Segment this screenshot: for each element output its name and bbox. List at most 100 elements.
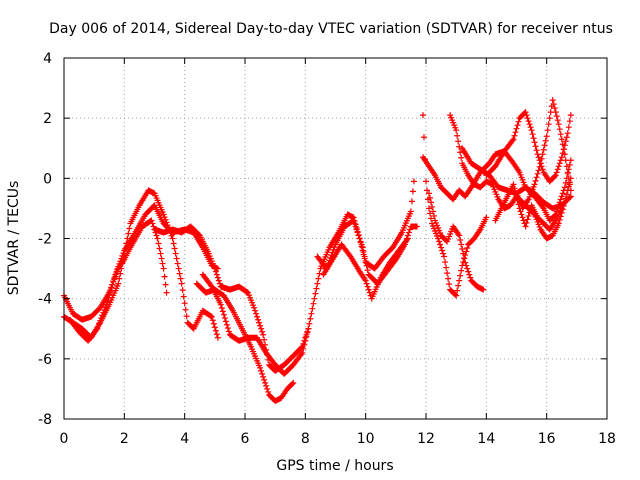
data-point-marker — [258, 367, 265, 374]
data-point-marker — [181, 300, 188, 307]
data-point-marker — [532, 177, 539, 184]
grid-lines — [64, 58, 607, 419]
data-point-marker — [456, 143, 463, 150]
data-point-marker — [104, 298, 111, 305]
data-point-marker — [516, 205, 523, 212]
data-point-marker — [558, 193, 565, 200]
data-point-marker — [456, 232, 463, 239]
data-point-marker — [565, 124, 572, 131]
data-point-marker — [437, 241, 444, 248]
data-point-marker — [561, 184, 568, 191]
data-point-marker — [555, 121, 562, 128]
data-point-marker — [543, 133, 550, 140]
data-point-marker — [553, 169, 560, 176]
data-point-marker — [556, 160, 563, 167]
data-point-marker — [108, 284, 115, 291]
data-point-marker — [444, 270, 451, 277]
data-point-marker — [98, 315, 105, 322]
data-point-marker — [518, 211, 525, 218]
data-point-marker — [436, 238, 443, 245]
data-point-marker — [458, 241, 465, 248]
data-point-marker — [112, 271, 119, 278]
data-point-marker — [155, 240, 162, 247]
x-tick-label: 16 — [538, 431, 556, 447]
data-point-marker — [522, 109, 529, 116]
data-point-marker — [125, 230, 132, 237]
data-point-marker — [305, 325, 312, 332]
data-point-marker — [520, 217, 527, 224]
data-point-marker — [263, 382, 270, 389]
data-point-marker — [555, 220, 562, 227]
data-point-marker — [550, 101, 557, 108]
data-point-marker — [361, 253, 368, 260]
data-point-marker — [428, 215, 435, 222]
data-point-marker — [564, 169, 571, 176]
data-point-marker — [438, 244, 445, 251]
data-point-marker — [174, 260, 181, 267]
data-point-marker — [519, 214, 526, 221]
data-point-marker — [173, 255, 180, 262]
data-point-marker — [310, 300, 317, 307]
data-point-marker — [441, 253, 448, 260]
data-point-marker — [565, 166, 572, 173]
data-point-marker — [257, 364, 264, 371]
data-point-marker — [566, 118, 573, 125]
data-point-marker — [180, 293, 187, 300]
data-point-marker — [525, 212, 532, 219]
x-tick-label: 18 — [598, 431, 616, 447]
data-point-marker — [567, 157, 574, 164]
data-point-marker — [423, 178, 429, 185]
data-point-marker — [563, 163, 570, 170]
data-point-marker — [364, 283, 371, 290]
data-point-marker — [251, 304, 258, 311]
data-point-marker — [556, 126, 563, 133]
data-point-marker — [523, 219, 530, 226]
data-point-marker — [445, 275, 452, 282]
data-point-marker — [313, 285, 320, 292]
data-point-marker — [552, 109, 559, 116]
data-point-marker — [442, 259, 449, 266]
data-point-marker — [96, 320, 103, 327]
y-tick-label: -8 — [38, 412, 52, 428]
data-point-marker — [407, 208, 414, 215]
series-track-p — [459, 145, 574, 212]
data-point-marker — [524, 115, 531, 122]
y-tick-label: 0 — [43, 171, 52, 187]
data-point-marker — [525, 118, 532, 125]
data-point-marker — [93, 327, 100, 334]
data-point-marker — [463, 248, 470, 255]
data-point-marker — [559, 190, 566, 197]
axis-ticks: 0 2 4 6 8 10 12 14 16 18 4 2 0 -2 -4 -6 -8 — [38, 51, 616, 447]
y-axis-label: SDTVAR / TECUs — [6, 181, 22, 296]
data-point-marker — [526, 121, 533, 128]
data-point-marker — [298, 351, 305, 358]
data-point-marker — [351, 220, 358, 227]
data-point-marker — [95, 323, 102, 330]
data-point-marker — [350, 217, 357, 224]
data-point-marker — [214, 274, 221, 281]
data-point-marker — [170, 240, 177, 247]
data-point-marker — [262, 379, 269, 386]
data-point-marker — [457, 149, 464, 156]
data-point-marker — [567, 193, 574, 200]
data-point-marker — [160, 211, 167, 218]
data-point-marker — [539, 204, 546, 211]
data-point-marker — [148, 217, 155, 224]
data-point-marker — [101, 307, 108, 314]
data-point-marker — [307, 315, 314, 322]
data-point-marker — [365, 286, 372, 293]
data-point-marker — [162, 281, 169, 288]
data-point-marker — [289, 380, 296, 387]
data-point-marker — [514, 197, 521, 204]
data-point-marker — [552, 172, 559, 179]
data-point-marker — [207, 282, 214, 289]
data-point-marker — [252, 307, 259, 314]
data-point-marker — [115, 263, 122, 270]
data-point-marker — [563, 134, 570, 141]
data-point-marker — [359, 244, 366, 251]
data-point-marker — [363, 262, 370, 269]
data-point-marker — [551, 212, 558, 219]
data-point-marker — [566, 194, 573, 201]
data-point-marker — [97, 317, 104, 324]
